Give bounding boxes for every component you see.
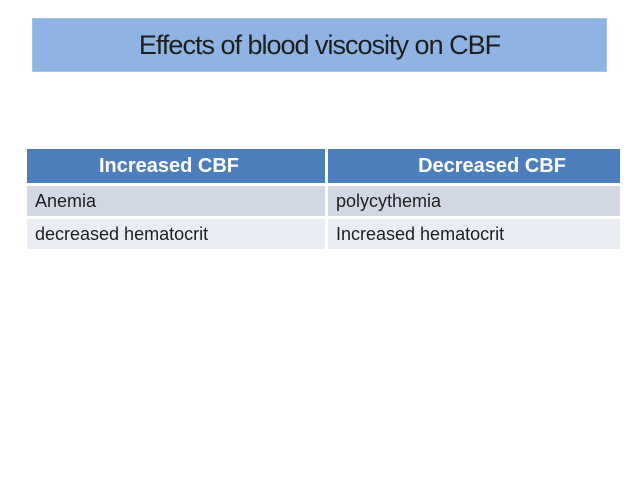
- table-cell-polycythemia: polycythemia: [328, 186, 620, 216]
- table-header-decreased-cbf: Decreased CBF: [328, 149, 620, 183]
- slide-title: Effects of blood viscosity on CBF: [138, 29, 501, 60]
- slide-title-box: Effects of blood viscosity on CBF: [32, 18, 607, 72]
- cbf-table: Increased CBF Decreased CBF Anemia polyc…: [27, 149, 620, 249]
- table-cell-decreased-hematocrit: decreased hematocrit: [27, 219, 325, 249]
- table-cell-increased-hematocrit: Increased hematocrit: [328, 219, 620, 249]
- table-header-increased-cbf: Increased CBF: [27, 149, 325, 183]
- table-cell-anemia: Anemia: [27, 186, 325, 216]
